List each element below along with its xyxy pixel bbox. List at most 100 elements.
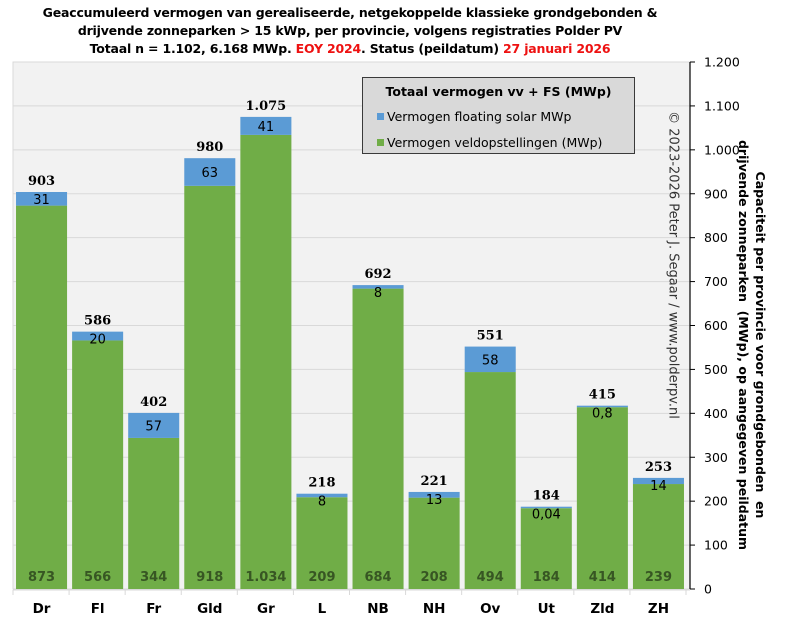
x-tick-label: NB [367, 601, 389, 617]
y-tick-label: 900 [704, 186, 728, 201]
x-tick-label: Ov [480, 601, 500, 617]
label-veldopstellingen: 209 [308, 570, 335, 585]
title-line-3: Totaal n = 1.102, 6.168 MWp. EOY 2024. S… [0, 40, 700, 58]
label-total: 415 [589, 388, 616, 403]
y-tick-label: 100 [704, 538, 728, 553]
x-tick-label: L [318, 601, 327, 617]
bar-veldopstellingen [296, 497, 348, 589]
bar-floating-solar [240, 116, 292, 135]
y-tick-label: 0 [704, 582, 712, 597]
y-tick-label: 1.100 [704, 98, 740, 113]
label-total: 221 [421, 474, 448, 489]
label-veldopstellingen: 494 [477, 570, 504, 585]
label-floating-solar: 31 [33, 193, 50, 208]
bar-veldopstellingen [240, 134, 292, 589]
x-tick-label: Fr [146, 601, 161, 617]
legend-item-veld: Vermogen veldopstellingen (MWp) [377, 135, 602, 150]
label-floating-solar: 58 [482, 353, 499, 368]
label-veldopstellingen: 239 [645, 570, 672, 585]
label-floating-solar: 41 [258, 120, 275, 135]
label-floating-solar: 20 [89, 333, 106, 348]
y-tick-label: 500 [704, 362, 728, 377]
label-veldopstellingen: 414 [589, 570, 616, 585]
bar-floating-solar [296, 493, 348, 498]
label-floating-solar: 63 [202, 166, 219, 181]
legend-label-floating: Vermogen floating solar MWp [387, 109, 572, 124]
bar-floating-solar [520, 506, 572, 509]
x-tick-label: Ut [538, 601, 556, 617]
x-tick-label: Fl [91, 601, 105, 617]
label-total: 184 [533, 489, 560, 504]
title-line-3-prefix: Totaal n = 1.102, 6.168 MWp. [89, 41, 296, 56]
label-veldopstellingen: 1.034 [245, 570, 286, 585]
bar-veldopstellingen [464, 372, 516, 589]
y-axis-title-line-2: drijvende zonneparken (MWp), op aangegev… [736, 139, 751, 551]
bar-floating-solar [408, 491, 460, 498]
y-tick-label: 700 [704, 274, 728, 289]
chart-title: Geaccumuleerd vermogen van gerealiseerde… [0, 4, 700, 58]
bar-floating-solar [72, 331, 124, 341]
label-total: 586 [84, 314, 111, 329]
x-tick-label: Gr [257, 601, 275, 617]
bar-veldopstellingen [128, 437, 180, 589]
bar-veldopstellingen [184, 185, 236, 589]
bars [16, 116, 684, 590]
y-tick-label: 1.000 [704, 142, 740, 157]
title-line-3-mid: . Status (peildatum) [361, 41, 504, 56]
bar-veldopstellingen [72, 340, 124, 589]
label-veldopstellingen: 918 [196, 570, 223, 585]
legend-swatch-floating [377, 113, 384, 120]
label-veldopstellingen: 344 [140, 570, 167, 585]
x-tick-label: Zld [590, 601, 614, 617]
title-line-2: drijvende zonneparken > 15 kWp, per prov… [77, 23, 623, 38]
label-total: 218 [308, 476, 335, 491]
copyright-notice: © 2023-2026 Peter J. Segaar / www.polder… [665, 111, 681, 419]
x-tick-label: Gld [197, 601, 222, 617]
y-tick-label: 800 [704, 230, 728, 245]
bar-veldopstellingen [576, 407, 628, 589]
label-veldopstellingen: 184 [533, 570, 560, 585]
title-date: 27 januari 2026 [503, 41, 611, 56]
label-floating-solar: 14 [650, 479, 667, 494]
bar-veldopstellingen [520, 508, 572, 589]
bar-floating-solar [16, 191, 68, 206]
y-tick-label: 400 [704, 406, 728, 421]
bar-veldopstellingen [408, 497, 460, 589]
label-floating-solar: 0,04 [532, 508, 561, 523]
label-veldopstellingen: 684 [364, 570, 391, 585]
label-total: 692 [364, 267, 391, 282]
legend-item-floating: Vermogen floating solar MWp [377, 109, 571, 124]
label-floating-solar: 57 [145, 419, 162, 434]
label-floating-solar: 0,8 [592, 407, 613, 422]
x-tick-label: Dr [33, 601, 51, 617]
label-veldopstellingen: 208 [421, 570, 448, 585]
label-total: 551 [477, 329, 504, 344]
bar-floating-solar [632, 477, 684, 485]
bar-floating-solar [128, 412, 180, 438]
label-total: 903 [28, 174, 55, 189]
x-axis: Dr Fl Fr Gld Gr L NB NH Ov Ut Zld ZH [12, 589, 690, 617]
y-tick-label: 200 [704, 494, 728, 509]
label-veldopstellingen: 566 [84, 570, 111, 585]
y-axis-title: Capaciteit per provincie voor grondgebon… [735, 140, 769, 550]
label-floating-solar: 8 [318, 495, 326, 510]
data-labels: 873 31 903 566 20 586 344 57 402 918 63 980 1.034 41 1… [28, 99, 672, 585]
bar-floating-solar [184, 158, 236, 186]
y-tick-label: 300 [704, 450, 728, 465]
y-axis: 0 100 200 300 400 500 600 700 800 900 1.000 1.100 1.… [689, 55, 740, 597]
x-tick-label: NH [423, 601, 446, 617]
title-line-1: Geaccumuleerd vermogen van gerealiseerde… [42, 5, 658, 20]
label-total: 402 [140, 395, 167, 410]
label-total: 980 [196, 140, 223, 155]
legend: Totaal vermogen vv + FS (MWp) Vermogen f… [362, 77, 635, 154]
bar-floating-solar [576, 405, 628, 408]
label-total: 253 [645, 460, 672, 475]
x-tick-label: ZH [648, 601, 669, 617]
bar-floating-solar [352, 285, 404, 289]
bar-veldopstellingen [632, 484, 684, 589]
title-eoy: EOY 2024 [295, 41, 362, 56]
bar-veldopstellingen [16, 205, 68, 590]
bar-floating-solar [464, 346, 516, 373]
y-tick-label: 600 [704, 318, 728, 333]
